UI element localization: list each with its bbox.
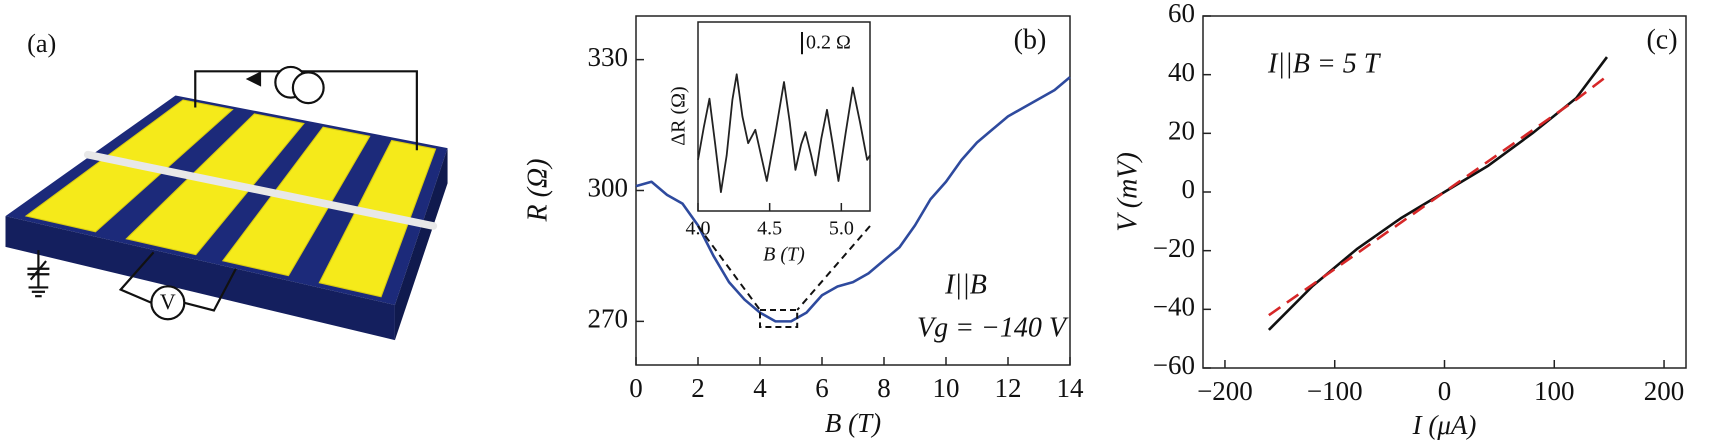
- scale-bar-label: 0.2 Ω: [806, 32, 851, 54]
- device-schematic: V (a): [5, 29, 448, 341]
- x-axis-label: B (T): [825, 408, 881, 438]
- voltmeter-lead: [118, 251, 155, 304]
- y-tick-label: −20: [1153, 233, 1195, 263]
- substrate-side: [394, 148, 448, 341]
- y-tick-label: 0: [1182, 174, 1196, 204]
- x-tick-label: 0: [629, 373, 643, 403]
- x-tick-label: −200: [1197, 376, 1253, 406]
- x-tick-label: 4.0: [686, 218, 711, 240]
- panel-label: (c): [1646, 24, 1677, 55]
- current-circuit: [194, 70, 418, 151]
- inset-y-label: ΔR (Ω): [668, 86, 690, 145]
- y-tick-label: 40: [1168, 57, 1195, 87]
- y-axis-label: R (Ω): [522, 159, 553, 223]
- annotation: Vg = −140 V: [917, 312, 1069, 343]
- sample-wire: [83, 150, 438, 230]
- voltmeter-circle: [150, 285, 186, 321]
- y-tick-label: 20: [1168, 116, 1195, 146]
- panel-label: (b): [1014, 24, 1047, 55]
- zoom-leader: [697, 225, 761, 311]
- x-tick-label: 10: [933, 373, 960, 403]
- x-axis-label: I (μA): [1412, 410, 1477, 440]
- x-tick-label: 100: [1534, 376, 1575, 406]
- zoom-box: [759, 309, 799, 328]
- x-tick-label: 200: [1644, 376, 1685, 406]
- x-tick-label: 5.0: [829, 218, 854, 240]
- x-tick-label: 14: [1057, 373, 1085, 403]
- x-tick-label: 12: [995, 373, 1022, 403]
- annotation: I||B = 5 T: [1267, 48, 1382, 79]
- y-tick-label: −40: [1153, 292, 1195, 322]
- y-tick-label: 330: [588, 42, 629, 72]
- data-line: [1268, 75, 1608, 317]
- x-tick-label: 8: [877, 373, 891, 403]
- voltmeter-lead: [184, 268, 237, 312]
- x-tick-label: 6: [815, 373, 829, 403]
- data-line: [697, 73, 871, 193]
- current-arrow: [245, 71, 262, 87]
- y-tick-label: 270: [588, 304, 629, 334]
- x-tick-label: 0: [1438, 376, 1452, 406]
- x-tick-label: −100: [1307, 376, 1363, 406]
- x-tick-label: 2: [691, 373, 705, 403]
- y-axis-label: V (mV): [1112, 152, 1143, 232]
- source-circle: [291, 71, 325, 105]
- zoom-leader: [796, 225, 871, 311]
- annotation: I||B: [944, 269, 987, 300]
- gate-ground: [27, 250, 50, 298]
- y-tick-label: −60: [1153, 350, 1195, 380]
- voltmeter-label: V: [160, 289, 176, 314]
- electrode: [318, 139, 437, 298]
- x-axis-label: B (T): [763, 244, 805, 266]
- y-tick-label: 60: [1168, 0, 1195, 28]
- x-tick-label: 4: [753, 373, 767, 403]
- substrate-front: [5, 216, 395, 341]
- plot-frame: [697, 21, 871, 212]
- data-line: [635, 76, 1071, 323]
- panel-label: (a): [27, 29, 56, 58]
- x-tick-label: 4.5: [757, 218, 782, 240]
- y-tick-label: 300: [588, 173, 629, 203]
